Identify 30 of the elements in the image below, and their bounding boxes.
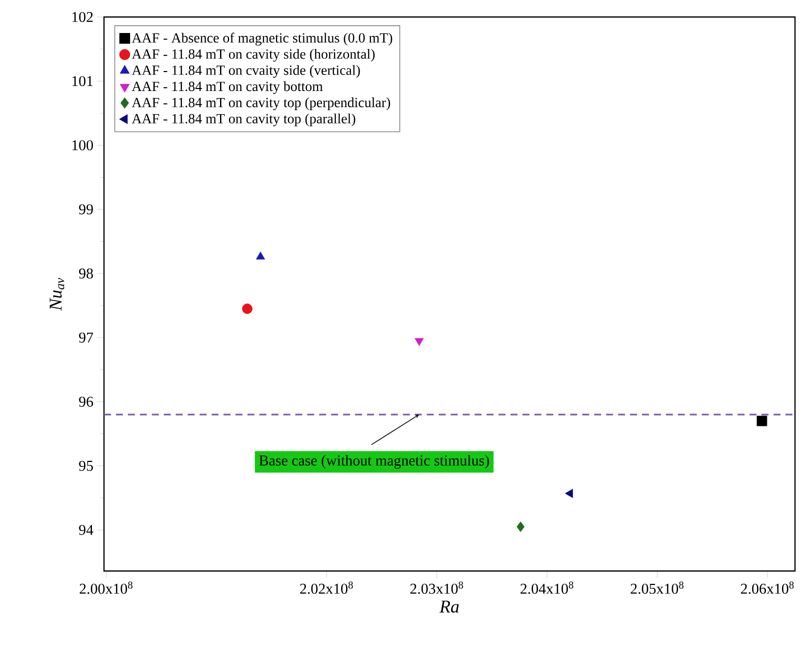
x-tick-label: 2.03x10$^{8}$: [410, 581, 464, 594]
y-tick-label: 97: [79, 332, 94, 343]
legend-label: AAF - 11.84 mT on cvaity side (vertical): [132, 65, 360, 78]
point: [256, 252, 266, 260]
legend-label: AAF - Absence of magnetic stimulus (0.0 mT): [132, 32, 392, 46]
x-axis-title: Ra: [439, 600, 459, 613]
x-tick-label: 2.02x10$^{8}$: [300, 581, 353, 594]
legend-label: AAF - 11.84 mT on cavity top (perpendicular): [132, 97, 390, 110]
y-tick-label: 100: [72, 140, 93, 150]
ref-line-label: Base case (without magnetic stimulus): [259, 455, 489, 469]
legend-label: AAF - 11.84 mT on cavity bottom: [132, 81, 323, 94]
y-tick-label: 101: [72, 76, 93, 86]
point: [756, 416, 768, 426]
x-tick-label: 2.00x10$^{8}$: [80, 581, 132, 594]
x-tick-label: 2.04x10$^{8}$: [520, 581, 574, 594]
y-tick-label: 94: [79, 524, 94, 535]
point: [242, 304, 252, 314]
x-tick-label: 2.05x10$^{8}$: [630, 581, 684, 594]
y-tick-label: 95: [79, 460, 93, 471]
y-tick-label: 98: [79, 268, 93, 279]
legend-label: AAF - 11.84 mT on cavity side (horizontal): [132, 48, 375, 62]
y-axis-title: Nu$_{av}$: [50, 278, 64, 311]
y-tick-label: 102: [72, 12, 93, 22]
point: [516, 522, 525, 532]
y-tick-label: 99: [79, 204, 93, 214]
point: [414, 338, 424, 346]
legend-label: AAF - 11.84 mT on cavity top (parallel): [132, 114, 356, 126]
point: [565, 488, 573, 498]
y-tick-label: 96: [79, 396, 94, 407]
x-tick-label: 2.06x10$^{8}$: [740, 581, 794, 594]
